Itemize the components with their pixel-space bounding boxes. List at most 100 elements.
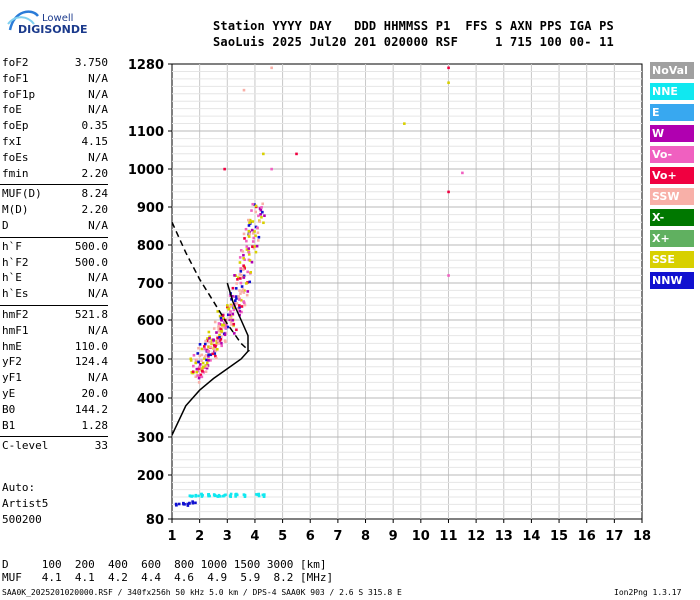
data-point	[222, 494, 225, 498]
param-row: C-level 33	[0, 439, 108, 454]
data-point	[246, 270, 249, 274]
data-point	[270, 167, 273, 171]
data-point	[245, 282, 248, 285]
data-point	[260, 215, 263, 219]
data-point	[247, 229, 251, 233]
y-tick-label: 800	[137, 239, 164, 254]
data-point	[215, 331, 218, 334]
data-point	[239, 270, 243, 273]
param-name: fmin	[2, 166, 29, 180]
footer-muf-line: MUF 4.1 4.1 4.2 4.4 4.6 4.9 5.9 8.2 [MHz…	[2, 571, 334, 584]
param-row: yF2 124.4	[0, 355, 108, 370]
data-point	[218, 314, 222, 318]
data-point	[239, 267, 242, 270]
param-value: 3.750	[74, 56, 108, 69]
data-point	[257, 492, 261, 496]
data-point	[220, 335, 223, 338]
data-point	[233, 299, 237, 302]
param-value: 33	[94, 439, 108, 453]
data-point	[257, 214, 260, 218]
data-point	[216, 336, 219, 340]
auto-code: 500200	[2, 513, 42, 526]
x-tick-label: 2	[195, 529, 204, 544]
data-point	[250, 228, 254, 232]
data-point	[242, 256, 245, 260]
data-point	[196, 374, 199, 377]
data-point	[201, 361, 205, 365]
data-point	[247, 235, 251, 238]
data-point	[235, 493, 239, 497]
y-tick-label: 1100	[128, 125, 164, 140]
y-tick-label: 900	[137, 201, 164, 216]
param-value: 2.20	[81, 203, 109, 217]
data-point	[229, 303, 233, 307]
legend-item-ssw: SSW	[650, 188, 694, 205]
data-point	[245, 239, 248, 243]
data-point	[447, 274, 450, 277]
data-point	[256, 231, 260, 235]
data-point	[228, 294, 232, 297]
param-name: fxI	[2, 135, 22, 148]
data-point	[200, 495, 204, 498]
x-tick-label: 8	[361, 529, 370, 544]
param-name: foF1	[2, 71, 29, 85]
data-point	[258, 207, 262, 210]
legend-item-x-: X-	[650, 209, 694, 226]
data-point	[195, 358, 198, 361]
data-point	[221, 314, 225, 317]
param-row: h`F 500.0	[0, 240, 108, 255]
data-point	[207, 358, 210, 362]
data-point	[175, 503, 178, 507]
data-point	[198, 343, 202, 346]
y-tick-label: 1280	[128, 58, 164, 73]
param-separator	[0, 184, 108, 186]
data-point	[242, 276, 246, 279]
x-tick-label: 4	[250, 529, 259, 544]
param-name: B1	[2, 418, 16, 432]
data-point	[248, 232, 251, 236]
data-point	[209, 359, 212, 362]
data-point	[201, 366, 204, 370]
data-point	[234, 493, 237, 496]
data-point	[262, 221, 265, 225]
data-point	[259, 208, 263, 212]
data-point	[198, 354, 202, 358]
data-point	[186, 504, 190, 507]
data-point	[220, 318, 224, 322]
data-point	[447, 190, 450, 194]
param-row: h`F2 500.0	[0, 256, 108, 271]
data-point	[263, 214, 266, 218]
data-point	[200, 359, 203, 363]
legend-item-w: W	[650, 125, 694, 142]
data-point	[239, 281, 243, 285]
x-tick-label: 1	[167, 529, 176, 544]
data-point	[200, 375, 204, 379]
data-point	[226, 325, 230, 329]
data-point	[212, 339, 216, 342]
y-tick-label: 700	[137, 277, 164, 292]
data-point	[238, 261, 242, 264]
param-value: N/A	[88, 150, 108, 164]
data-point	[256, 226, 259, 230]
data-point	[231, 312, 235, 316]
data-point	[295, 152, 298, 156]
param-name: h`F2	[2, 255, 29, 269]
data-point	[250, 209, 253, 212]
data-point	[259, 212, 262, 216]
data-point	[247, 224, 251, 227]
data-point	[219, 495, 222, 498]
data-point	[237, 295, 240, 298]
data-point	[240, 285, 244, 288]
data-point	[212, 493, 216, 496]
data-point	[270, 66, 273, 70]
data-point	[262, 152, 265, 156]
data-point	[249, 270, 253, 274]
data-point	[231, 318, 234, 322]
param-value: 521.8	[74, 308, 108, 321]
x-tick-label: 11	[439, 529, 457, 544]
data-point	[242, 274, 246, 278]
param-name: foE	[2, 103, 22, 117]
data-point	[208, 340, 211, 344]
data-point	[213, 347, 216, 351]
x-tick-label: 6	[306, 529, 315, 544]
